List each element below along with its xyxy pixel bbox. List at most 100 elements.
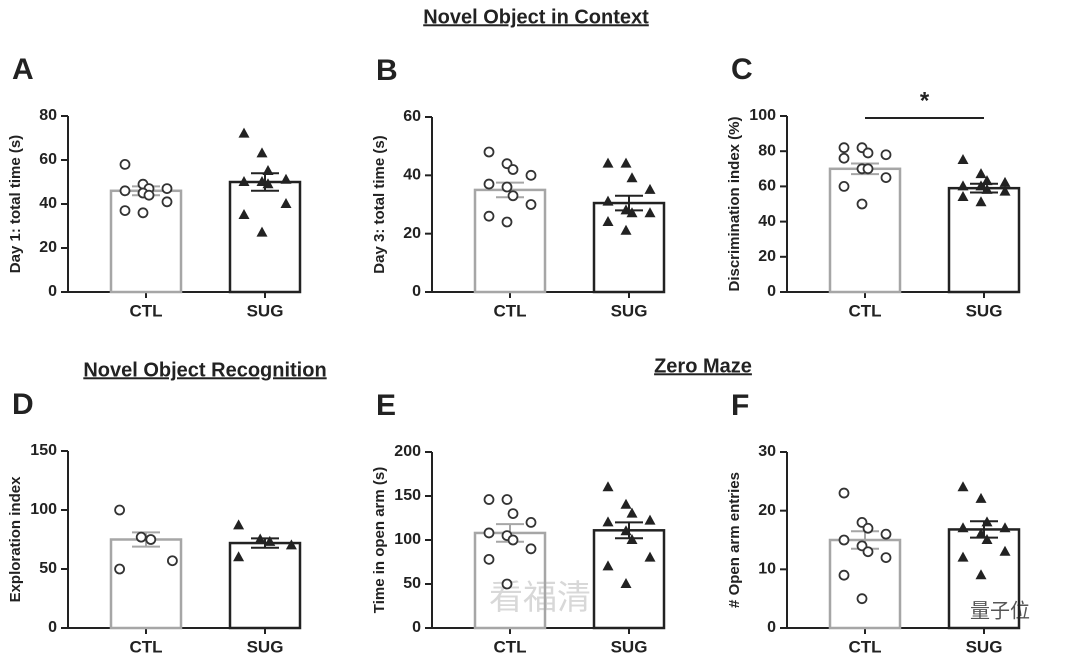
section-title: Zero Maze: [654, 355, 752, 377]
data-point: [262, 178, 274, 189]
data-point: [507, 190, 519, 202]
data-point: [143, 189, 155, 201]
data-point: [856, 593, 868, 605]
y-tick-label: 60: [403, 108, 421, 125]
data-point: [981, 183, 993, 194]
data-point: [880, 528, 892, 540]
data-point: [602, 216, 614, 226]
data-point: [507, 508, 519, 519]
y-tick-label: 80: [758, 142, 776, 159]
data-point: [166, 555, 178, 567]
data-point: [620, 224, 632, 235]
data-point: [975, 168, 987, 179]
panel-letter: D: [12, 388, 34, 421]
data-point: [957, 190, 969, 201]
data-point: [644, 551, 656, 562]
y-tick-label: 20: [758, 502, 776, 519]
x-tick-label: SUG: [966, 301, 1003, 320]
data-point: [483, 210, 495, 222]
data-point: [838, 569, 850, 581]
data-point: [525, 543, 537, 555]
y-axis-label: Discrimination index (%): [726, 116, 743, 291]
data-point: [999, 176, 1011, 187]
panel-letter: A: [12, 53, 34, 86]
data-point: [620, 157, 632, 168]
data-point: [525, 169, 537, 181]
x-tick-label: SUG: [247, 301, 284, 320]
data-point: [507, 534, 519, 546]
data-point: [838, 487, 850, 499]
section-title: Novel Object Recognition: [83, 359, 326, 381]
data-point: [525, 199, 537, 210]
data-point: [862, 522, 874, 534]
data-point: [256, 176, 268, 186]
data-point: [483, 527, 495, 539]
data-point: [501, 578, 513, 590]
data-point: [483, 146, 495, 158]
y-tick-label: 100: [394, 531, 421, 548]
data-point: [838, 152, 850, 164]
data-point: [256, 147, 268, 158]
data-point: [483, 553, 495, 565]
data-point: [862, 546, 874, 558]
data-point: [644, 514, 656, 525]
y-axis-label: Day 1: total time (s): [7, 135, 24, 273]
data-point: [238, 176, 250, 186]
data-point: [233, 519, 245, 530]
y-axis-label: Day 3: total time (s): [371, 135, 388, 273]
data-point: [602, 157, 614, 168]
data-point: [862, 163, 874, 175]
data-point: [838, 534, 850, 546]
y-axis-label: Time in open arm (s): [371, 467, 388, 613]
data-point: [957, 522, 969, 533]
y-tick-label: 40: [403, 167, 421, 184]
bar: [228, 180, 302, 294]
data-point: [975, 492, 987, 503]
x-tick-label: CTL: [129, 637, 162, 656]
data-point: [254, 533, 266, 544]
section-title: Novel Object in Context: [423, 6, 649, 28]
data-point: [145, 534, 157, 545]
data-point: [975, 528, 987, 539]
data-point: [119, 205, 131, 217]
data-point: [957, 481, 969, 492]
data-point: [626, 534, 638, 544]
y-tick-label: 0: [412, 619, 421, 636]
y-tick-label: 10: [758, 561, 776, 578]
data-point: [280, 173, 292, 184]
y-tick-label: 30: [758, 443, 776, 460]
y-axis-label: # Open arm entries: [726, 472, 743, 608]
y-tick-label: 40: [39, 195, 57, 212]
y-tick-label: 0: [48, 283, 57, 300]
panel-letter: F: [731, 389, 749, 422]
y-tick-label: 20: [758, 248, 776, 265]
data-point: [238, 209, 250, 219]
y-tick-label: 150: [30, 442, 57, 459]
data-point: [957, 551, 969, 562]
x-tick-label: SUG: [247, 637, 284, 656]
data-point: [880, 149, 892, 161]
significance-label: *: [920, 87, 930, 114]
data-point: [620, 498, 632, 509]
data-point: [880, 552, 892, 563]
data-point: [501, 216, 513, 228]
data-point: [285, 539, 297, 550]
data-point: [957, 154, 969, 164]
data-point: [957, 180, 969, 191]
y-tick-label: 40: [758, 213, 776, 230]
y-tick-label: 50: [403, 575, 421, 592]
data-point: [626, 507, 638, 518]
y-tick-label: 200: [394, 443, 421, 460]
bar: [109, 538, 183, 630]
x-tick-label: SUG: [966, 637, 1003, 656]
y-tick-label: 0: [767, 283, 776, 300]
data-point: [119, 185, 131, 197]
y-tick-label: 100: [749, 107, 776, 124]
panel-letter: C: [731, 53, 753, 86]
bar: [592, 529, 666, 630]
y-tick-label: 150: [394, 487, 421, 504]
data-point: [483, 494, 495, 505]
y-tick-label: 60: [758, 178, 776, 195]
x-tick-label: CTL: [129, 301, 162, 320]
